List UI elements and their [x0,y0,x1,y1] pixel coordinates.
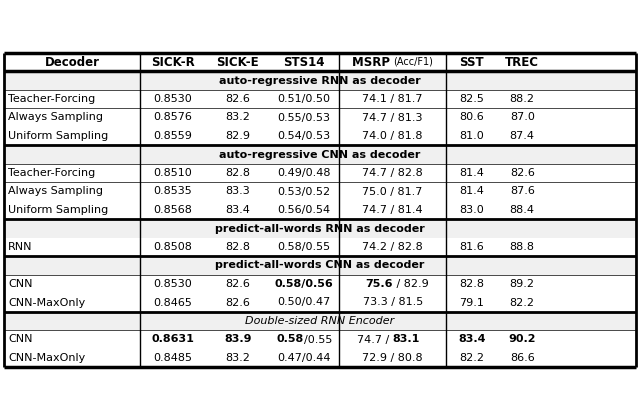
Text: 74.1 / 81.7: 74.1 / 81.7 [362,94,423,104]
Text: TREC: TREC [505,55,540,68]
Text: 0.58/0.55: 0.58/0.55 [0,419,1,420]
Text: 83.9: 83.9 [224,334,252,344]
Text: 80.6: 80.6 [460,113,484,123]
Text: 0.8535: 0.8535 [154,186,193,197]
Text: 79.1: 79.1 [460,297,484,307]
Text: CNN: CNN [8,334,33,344]
Text: 88.4: 88.4 [509,205,535,215]
Text: 82.5: 82.5 [460,94,484,104]
Text: 82.6: 82.6 [225,279,250,289]
Text: 74.0 / 81.8: 74.0 / 81.8 [362,131,423,141]
Text: Double-sized RNN Encoder: Double-sized RNN Encoder [245,316,395,326]
Text: SICK-E: SICK-E [216,55,259,68]
Text: 0.58/0.56: 0.58/0.56 [275,279,333,289]
Text: 83.1: 83.1 [393,334,420,344]
Text: Uniform Sampling: Uniform Sampling [8,205,108,215]
Text: predict-all-words RNN as decoder: predict-all-words RNN as decoder [215,223,425,234]
Bar [4,256,636,275]
Text: 0.56/0.54: 0.56/0.54 [278,205,331,215]
Text: 0.8510: 0.8510 [154,168,193,178]
Text: SST: SST [460,55,484,68]
Text: 81.4: 81.4 [460,168,484,178]
Text: 0.50/0.47: 0.50/0.47 [278,297,331,307]
Text: 0.8576: 0.8576 [154,113,193,123]
Text: 87.6: 87.6 [510,186,534,197]
Bar [4,312,636,330]
Text: 74.2 / 82.8: 74.2 / 82.8 [362,242,423,252]
Text: 0.8530: 0.8530 [154,279,193,289]
Text: 87.4: 87.4 [509,131,535,141]
Text: 82.8: 82.8 [459,279,484,289]
Text: 88.8: 88.8 [509,242,535,252]
Text: / 82.9: / 82.9 [393,279,428,289]
Text: 82.8: 82.8 [225,242,250,252]
Text: /0.55: /0.55 [304,334,333,344]
Text: 83.4: 83.4 [225,205,250,215]
Text: 75.6: 75.6 [365,279,393,289]
Text: CNN: CNN [8,279,33,289]
Text: CNN-MaxOnly: CNN-MaxOnly [8,353,85,363]
Text: 86.6: 86.6 [510,353,534,363]
Text: Decoder: Decoder [44,55,99,68]
Text: 72.9 / 80.8: 72.9 / 80.8 [362,353,423,363]
Text: 90.2: 90.2 [509,334,536,344]
Text: 89.2: 89.2 [509,279,535,289]
Text: Teacher-Forcing: Teacher-Forcing [8,168,95,178]
Text: 82.2: 82.2 [459,353,484,363]
Text: auto-regressive RNN as decoder: auto-regressive RNN as decoder [219,76,421,86]
Text: 88.2: 88.2 [509,94,535,104]
Text: 81.6: 81.6 [460,242,484,252]
Text: 0.55/0.53: 0.55/0.53 [278,113,331,123]
Text: 0.47/0.44: 0.47/0.44 [278,353,331,363]
Text: predict-all-words CNN as decoder: predict-all-words CNN as decoder [215,260,425,270]
Text: 74.7 / 82.8: 74.7 / 82.8 [362,168,423,178]
Text: 87.0: 87.0 [510,113,534,123]
Bar [4,145,636,164]
Text: 0.53/0.52: 0.53/0.52 [278,186,331,197]
Text: 82.6: 82.6 [225,297,250,307]
Text: 0.54/0.53: 0.54/0.53 [278,131,331,141]
Text: 82.6: 82.6 [510,168,534,178]
Text: 74.7 / 81.3: 74.7 / 81.3 [362,113,423,123]
Text: 83.4: 83.4 [458,334,485,344]
Text: 83.0: 83.0 [460,205,484,215]
Text: 0.8485: 0.8485 [154,353,193,363]
Text: 81.0: 81.0 [460,131,484,141]
Text: 81.4: 81.4 [460,186,484,197]
Text: 83.2: 83.2 [225,113,250,123]
Text: RNN: RNN [8,242,33,252]
Text: 73.3 / 81.5: 73.3 / 81.5 [362,297,423,307]
Text: CNN-MaxOnly: CNN-MaxOnly [8,297,85,307]
Text: Teacher-Forcing: Teacher-Forcing [8,94,95,104]
Text: 0.8530: 0.8530 [154,94,193,104]
Text: 0.49/0.48: 0.49/0.48 [278,168,331,178]
Text: 0.8559: 0.8559 [154,131,193,141]
Text: 74.7 / 81.4: 74.7 / 81.4 [362,205,423,215]
Text: 82.9: 82.9 [225,131,250,141]
Text: 83.2: 83.2 [225,353,250,363]
Text: (Acc/F1): (Acc/F1) [393,57,433,67]
Bar [4,219,636,238]
Text: 75.0 / 81.7: 75.0 / 81.7 [362,186,423,197]
Text: MSRP: MSRP [352,55,393,68]
Text: 0.51/0.50: 0.51/0.50 [278,94,331,104]
Text: 0.58/0.55: 0.58/0.55 [278,242,331,252]
Text: Always Sampling: Always Sampling [8,186,103,197]
Text: 74.7 /: 74.7 / [357,334,393,344]
Text: STS14: STS14 [284,55,325,68]
Text: 82.2: 82.2 [509,297,535,307]
Text: Uniform Sampling: Uniform Sampling [8,131,108,141]
Text: auto-regressive CNN as decoder: auto-regressive CNN as decoder [220,150,420,160]
Text: Always Sampling: Always Sampling [8,113,103,123]
Text: 0.8568: 0.8568 [154,205,193,215]
Text: 0.8465: 0.8465 [154,297,193,307]
Bar [4,71,636,90]
Text: 83.3: 83.3 [225,186,250,197]
Text: 0.8631: 0.8631 [152,334,195,344]
Text: 0.58: 0.58 [277,334,304,344]
Text: SICK-R: SICK-R [151,55,195,68]
Text: 82.6: 82.6 [225,94,250,104]
Text: 0.8508: 0.8508 [154,242,193,252]
Text: 82.8: 82.8 [225,168,250,178]
